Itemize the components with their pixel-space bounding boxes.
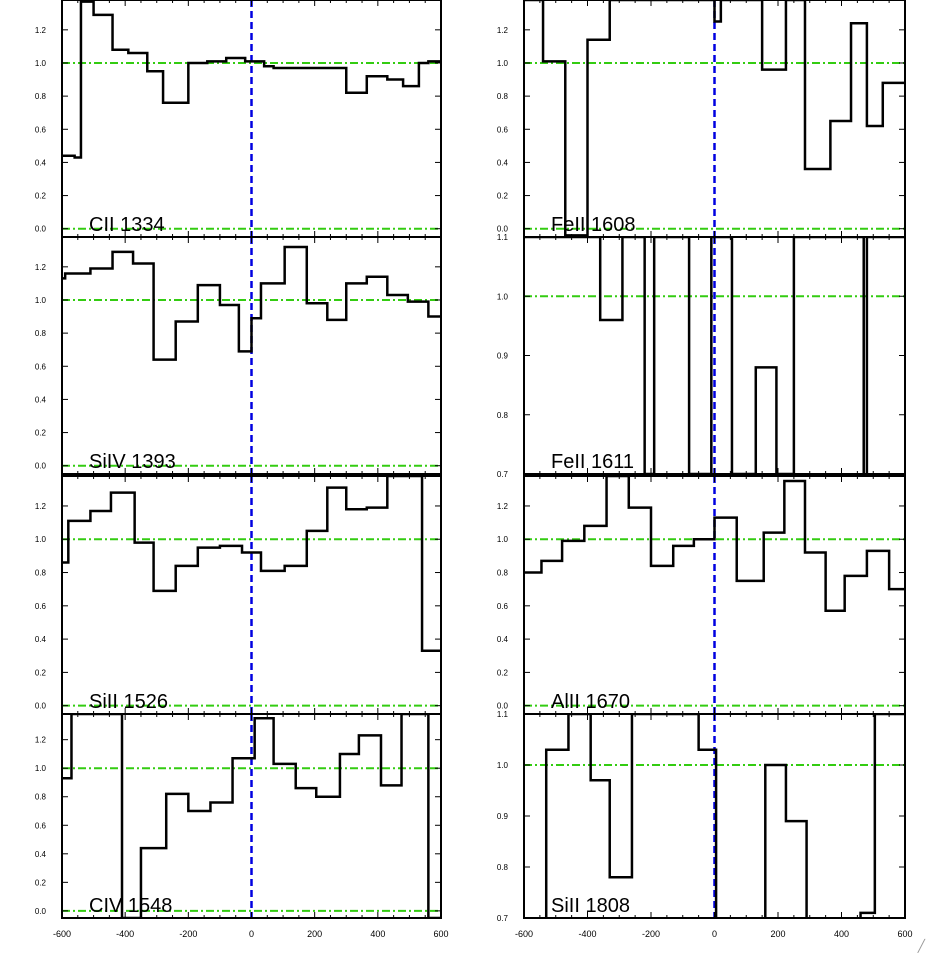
y-tick-label: 0.0 [35, 462, 47, 471]
y-tick-label: 0.7 [497, 914, 509, 923]
x-tick-label: 600 [897, 929, 912, 939]
flux-series [62, 0, 441, 159]
x-tick-label: 0 [249, 929, 254, 939]
y-tick-label: 0.0 [35, 225, 47, 234]
panel-label: SiII 1808 [551, 895, 630, 917]
y-tick-label: 1.2 [35, 736, 47, 745]
x-tick-label: 0 [712, 929, 717, 939]
y-tick-label: 0.8 [497, 569, 509, 578]
x-tick-label: -200 [642, 929, 660, 939]
y-tick-label: 0.8 [35, 793, 47, 802]
y-tick-label: 0.2 [35, 192, 47, 201]
y-tick-label: 1.1 [497, 233, 509, 242]
y-tick-label: 1.0 [497, 535, 509, 544]
y-tick-label: 1.1 [497, 710, 509, 719]
x-tick-label: -600 [53, 929, 71, 939]
flux-series [524, 0, 905, 237]
y-tick-label: 0.4 [35, 635, 47, 644]
y-tick-label: 0.6 [35, 821, 47, 830]
y-tick-label: 0.6 [497, 125, 509, 134]
x-tick-label: -200 [179, 929, 197, 939]
y-tick-label: 1.2 [497, 502, 509, 511]
y-tick-label: 0.0 [497, 225, 509, 234]
y-tick-label: 0.4 [35, 158, 47, 167]
y-tick-label: 1.0 [497, 292, 509, 301]
flux-series [524, 476, 905, 613]
panel-4: 0.7 0.8 0.9 1.0 1.1 FeII 1611 [497, 233, 906, 479]
y-tick-label: 0.8 [35, 92, 47, 101]
y-tick-label: 0.8 [497, 92, 509, 101]
y-tick-label: 0.9 [497, 812, 509, 821]
y-tick-label: 1.2 [35, 502, 47, 511]
y-tick-label: 1.2 [35, 263, 47, 272]
panel-label: AlII 1670 [551, 691, 630, 713]
y-tick-label: 0.6 [35, 602, 47, 611]
x-tick-label: 600 [433, 929, 448, 939]
panel-label: SiIV 1393 [89, 451, 176, 473]
x-tick-label: 200 [307, 929, 322, 939]
panel-3: 0.0 0.2 0.4 0.6 0.8 1.0 1.2 SiIV 1393 [35, 236, 442, 475]
panel-2: 0.0 0.2 0.4 0.6 0.8 1.0 1.2 FeII 1608 [497, 0, 906, 238]
y-tick-label: 0.2 [35, 878, 47, 887]
y-tick-label: 1.0 [497, 761, 509, 770]
flux-series [62, 714, 441, 918]
panel-5: 0.0 0.2 0.4 0.6 0.8 1.0 1.2 SiII 1526 [35, 475, 442, 715]
panel-label: FeII 1611 [551, 451, 634, 473]
panel-label: CII 1334 [89, 214, 165, 236]
y-tick-label: 0.0 [35, 907, 47, 916]
y-tick-label: 0.2 [35, 668, 47, 677]
y-tick-label: 0.0 [497, 702, 509, 711]
panel-label: FeII 1608 [551, 214, 636, 236]
y-tick-label: 1.0 [35, 59, 47, 68]
x-tick-label: 400 [370, 929, 385, 939]
y-tick-label: 1.0 [35, 296, 47, 305]
y-tick-label: 0.2 [497, 192, 509, 201]
y-tick-label: 0.4 [497, 635, 509, 644]
flux-series [544, 714, 905, 918]
y-tick-label: 0.4 [497, 158, 509, 167]
flux-series [62, 245, 441, 361]
y-tick-label: 0.6 [35, 125, 47, 134]
x-tick-label: -400 [578, 929, 596, 939]
y-tick-label: 0.8 [497, 411, 509, 420]
y-tick-label: 0.8 [497, 863, 509, 872]
x-tick-label: 400 [834, 929, 849, 939]
y-tick-label: 0.2 [35, 429, 47, 438]
y-tick-label: 0.4 [35, 395, 47, 404]
panel-6: 0.0 0.2 0.4 0.6 0.8 1.0 1.2 AlII 1670 [497, 475, 906, 715]
x-tick-label: 200 [770, 929, 785, 939]
x-tick-label: -400 [116, 929, 134, 939]
y-tick-label: 1.2 [497, 26, 509, 35]
y-tick-label: 0.0 [35, 702, 47, 711]
x-tick-label: -600 [515, 929, 533, 939]
resize-grip-icon[interactable]: ╱ [917, 939, 925, 953]
panel-7: 0.0 0.2 0.4 0.6 0.8 1.0 1.2 -600 -400 -200 0 200 400… [35, 713, 449, 939]
panel-1: 0.0 0.2 0.4 0.6 0.8 1.0 1.2 CII 1334 [35, 0, 442, 238]
y-tick-label: 1.0 [35, 535, 47, 544]
y-tick-label: 1.0 [497, 59, 509, 68]
y-tick-label: 0.4 [35, 850, 47, 859]
y-tick-label: 0.2 [497, 668, 509, 677]
panel-label: SiII 1526 [89, 691, 168, 713]
y-tick-label: 1.2 [35, 26, 47, 35]
panel-label: CIV 1548 [89, 895, 172, 917]
y-tick-label: 0.9 [497, 352, 509, 361]
y-tick-label: 1.0 [35, 764, 47, 773]
panel-8: 0.7 0.8 0.9 1.0 1.1 -600 -400 -200 0 200 400 600 SiI… [497, 710, 913, 939]
y-tick-label: 0.8 [35, 569, 47, 578]
y-tick-label: 0.6 [497, 602, 509, 611]
y-tick-label: 0.7 [497, 470, 509, 479]
y-tick-label: 0.8 [35, 329, 47, 338]
y-tick-label: 0.6 [35, 362, 47, 371]
flux-series [62, 476, 441, 653]
